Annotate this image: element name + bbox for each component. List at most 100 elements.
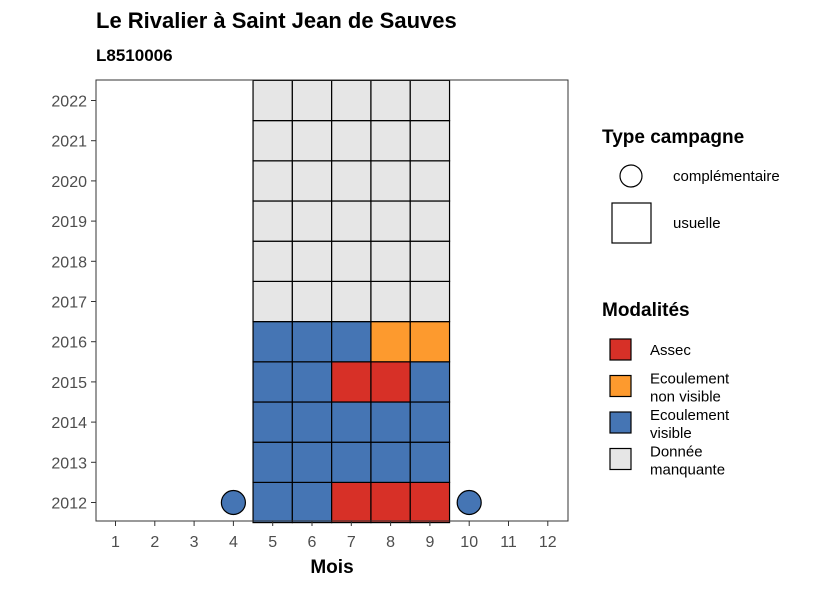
x-axis-title: Mois — [310, 557, 353, 578]
cell-2020-6 — [291, 160, 333, 202]
panel-border — [95, 79, 569, 522]
cell-2016-9 — [409, 321, 451, 363]
x-tick-label-9: 9 — [425, 534, 434, 551]
chart-title: Le Rivalier à Saint Jean de Sauves — [96, 8, 457, 33]
point-2012-10 — [456, 489, 482, 516]
cell-2016-8 — [370, 321, 411, 363]
cell-2012-6 — [291, 481, 333, 524]
cell-2012-7 — [331, 481, 372, 524]
cell-2017-6 — [291, 280, 333, 323]
cell-2020-8 — [370, 160, 411, 202]
cell-2018-8 — [370, 240, 411, 282]
cell-2018-9 — [409, 240, 451, 282]
legend-type-campagne: Type campagne complémentaire usuelle — [602, 127, 780, 244]
cell-2019-9 — [409, 200, 451, 242]
cell-2018-5 — [252, 240, 293, 282]
legend-type-label-0: complémentaire — [673, 168, 780, 185]
x-tick-label-4: 4 — [229, 534, 238, 551]
x-tick-label-3: 3 — [190, 534, 199, 551]
x-axis: 1 2 3 4 5 6 7 8 9 10 11 12 — [111, 521, 557, 551]
cell-2021-6 — [291, 119, 333, 162]
y-tick-label-2018: 2018 — [51, 254, 87, 271]
cell-2014-7 — [331, 401, 372, 443]
legend-modalite-label-1-1: non visible — [650, 389, 721, 406]
x-tick-label-1: 1 — [111, 534, 120, 551]
cell-2021-7 — [331, 119, 372, 162]
cell-2016-6 — [291, 321, 333, 363]
cell-2012-5 — [252, 481, 293, 524]
y-tick-label-2013: 2013 — [51, 455, 87, 472]
cell-2014-6 — [291, 401, 333, 443]
x-tick-label-6: 6 — [308, 534, 317, 551]
cell-2013-8 — [370, 441, 411, 484]
cell-2021-5 — [252, 119, 293, 162]
y-tick-label-2022: 2022 — [51, 94, 87, 111]
x-tick-label-12: 12 — [539, 534, 557, 551]
cell-2015-8 — [370, 361, 411, 403]
legend-modalite-label-1-0: Ecoulement — [650, 371, 730, 388]
cell-2013-5 — [252, 441, 293, 484]
cell-2017-9 — [409, 280, 451, 323]
legend-modalite-label-2-1: visible — [650, 425, 692, 442]
y-axis: 2012 2013 2014 2015 2016 2017 2018 2019 2020 2021… — [51, 94, 96, 513]
cell-2015-9 — [409, 361, 451, 403]
legend-modalites-title: Modalités — [602, 300, 690, 321]
cell-2016-5 — [252, 321, 293, 363]
cell-2022-8 — [370, 79, 411, 122]
legend-type-key-circle — [619, 164, 643, 188]
x-tick-label-2: 2 — [150, 534, 159, 551]
x-tick-label-7: 7 — [347, 534, 356, 551]
y-tick-label-2015: 2015 — [51, 375, 87, 392]
y-tick-label-2017: 2017 — [51, 295, 87, 312]
y-tick-label-2021: 2021 — [51, 134, 87, 151]
cell-2013-6 — [291, 441, 333, 484]
cell-2020-7 — [331, 160, 372, 202]
cell-2022-6 — [291, 79, 333, 122]
legend-modalite-key-3 — [609, 447, 632, 471]
cell-2015-5 — [252, 361, 293, 403]
legend-modalite-key-1 — [609, 374, 632, 398]
cell-2022-7 — [331, 79, 372, 122]
cell-2012-8 — [370, 481, 411, 524]
x-tick-label-10: 10 — [460, 534, 478, 551]
legend-type-label-1: usuelle — [673, 215, 721, 232]
heatmap-cells — [220, 79, 482, 524]
y-tick-label-2019: 2019 — [51, 214, 87, 231]
cell-2019-6 — [291, 200, 333, 242]
x-tick-label-5: 5 — [268, 534, 277, 551]
cell-2018-7 — [331, 240, 372, 282]
y-tick-label-2014: 2014 — [51, 415, 87, 432]
cell-2013-9 — [409, 441, 451, 484]
legend-modalite-label-2-0: Ecoulement — [650, 407, 730, 424]
cell-2014-8 — [370, 401, 411, 443]
cell-2014-5 — [252, 401, 293, 443]
x-tick-label-11: 11 — [500, 534, 517, 551]
cell-2017-7 — [331, 280, 372, 323]
chart-subtitle: L8510006 — [96, 46, 173, 65]
legend-modalite-key-2 — [609, 411, 632, 434]
y-tick-label-2016: 2016 — [51, 335, 87, 352]
cell-2016-7 — [331, 321, 372, 363]
cell-2015-6 — [291, 361, 333, 403]
cell-2014-9 — [409, 401, 451, 443]
cell-2020-9 — [409, 160, 451, 202]
cell-2015-7 — [331, 361, 372, 403]
cell-2012-9 — [409, 481, 451, 524]
legend-type-title: Type campagne — [602, 127, 744, 148]
point-2012-4 — [220, 489, 246, 516]
legend-modalite-label-0-0: Assec — [650, 342, 691, 359]
cell-2019-8 — [370, 200, 411, 242]
cell-2019-5 — [252, 200, 293, 242]
cell-2020-5 — [252, 160, 293, 202]
legend-type-key-square — [611, 202, 652, 244]
cell-2017-8 — [370, 280, 411, 323]
cell-2021-9 — [409, 119, 451, 162]
cell-2022-9 — [409, 79, 451, 122]
y-tick-label-2020: 2020 — [51, 174, 87, 191]
cell-2017-5 — [252, 280, 293, 323]
legend-modalite-label-3-0: Donnée — [650, 444, 703, 461]
legend-modalite-label-3-1: manquante — [650, 462, 725, 479]
x-tick-label-8: 8 — [386, 534, 395, 551]
